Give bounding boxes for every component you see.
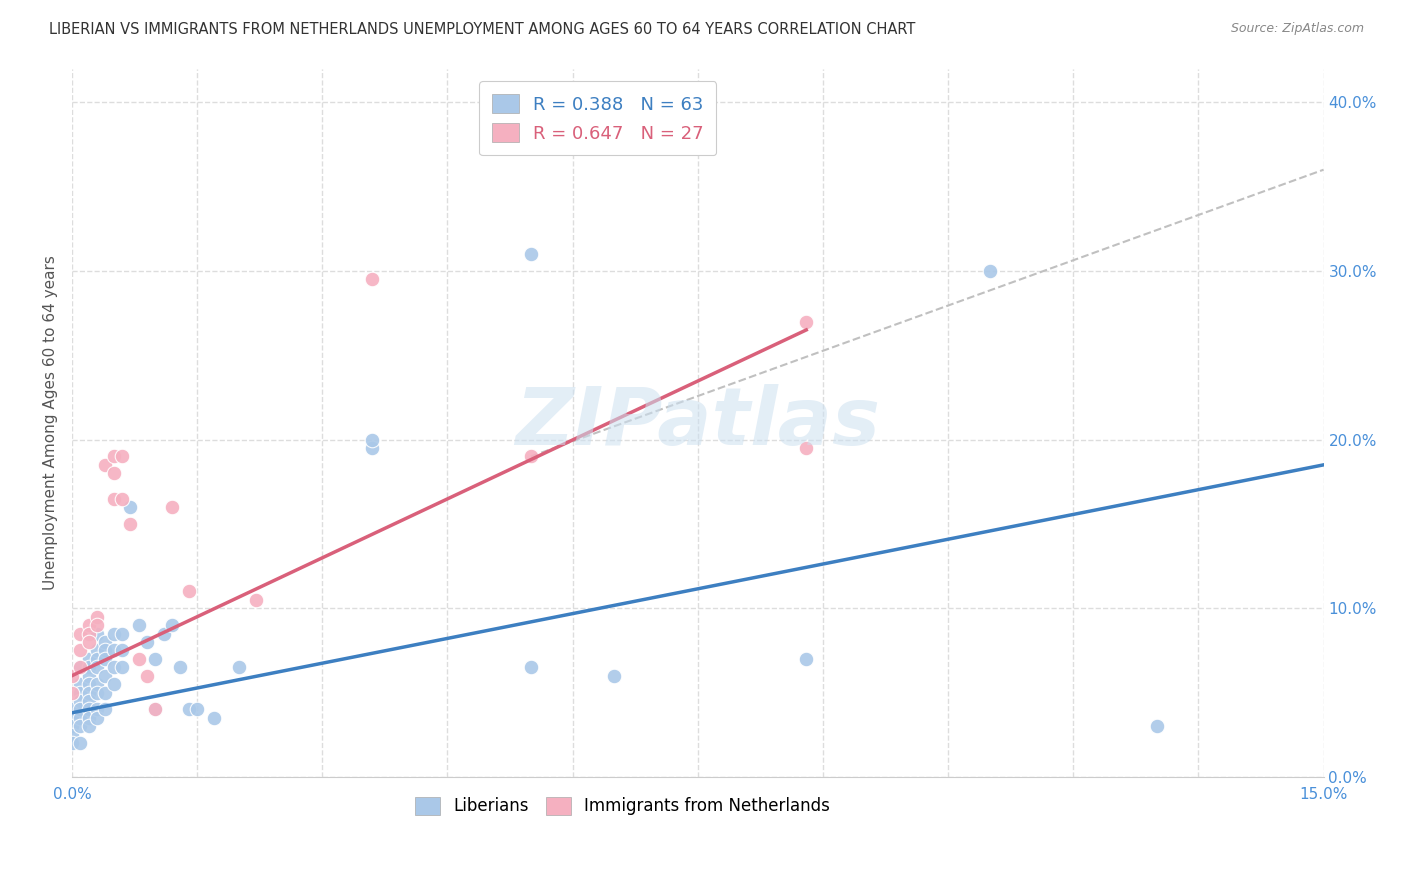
Point [103, 677, 125, 691]
Point [69, 736, 91, 750]
Point [361, 441, 384, 455]
Point [69, 719, 91, 733]
Point [794, 652, 817, 666]
Point [520, 660, 543, 674]
Point [77, 652, 100, 666]
Point [979, 264, 1001, 278]
Point [152, 626, 174, 640]
Point [111, 491, 134, 506]
Point [111, 450, 134, 464]
Point [245, 592, 267, 607]
Point [136, 668, 159, 682]
Point [160, 500, 183, 514]
Point [86, 685, 108, 699]
Point [77, 711, 100, 725]
Point [77, 660, 100, 674]
Point [77, 685, 100, 699]
Point [86, 618, 108, 632]
Text: LIBERIAN VS IMMIGRANTS FROM NETHERLANDS UNEMPLOYMENT AMONG AGES 60 TO 64 YEARS C: LIBERIAN VS IMMIGRANTS FROM NETHERLANDS … [49, 22, 915, 37]
Point [60, 668, 83, 682]
Point [94, 458, 117, 472]
Point [1146, 719, 1168, 733]
Point [228, 660, 250, 674]
Point [77, 626, 100, 640]
Legend: Liberians, Immigrants from Netherlands: Liberians, Immigrants from Netherlands [405, 787, 839, 825]
Point [794, 314, 817, 328]
Text: Source: ZipAtlas.com: Source: ZipAtlas.com [1230, 22, 1364, 36]
Point [103, 643, 125, 657]
Point [86, 626, 108, 640]
Point [145, 652, 167, 666]
Point [361, 433, 384, 447]
Point [77, 702, 100, 716]
Point [103, 467, 125, 481]
Point [145, 702, 167, 716]
Point [69, 660, 91, 674]
Y-axis label: Unemployment Among Ages 60 to 64 years: Unemployment Among Ages 60 to 64 years [44, 255, 58, 591]
Point [160, 618, 183, 632]
Point [111, 660, 134, 674]
Point [103, 626, 125, 640]
Point [60, 702, 83, 716]
Point [60, 719, 83, 733]
Point [94, 685, 117, 699]
Point [86, 609, 108, 624]
Point [136, 635, 159, 649]
Point [77, 668, 100, 682]
Point [94, 643, 117, 657]
Point [86, 702, 108, 716]
Point [128, 618, 150, 632]
Point [794, 441, 817, 455]
Point [60, 711, 83, 725]
Point [94, 652, 117, 666]
Point [86, 652, 108, 666]
Point [520, 247, 543, 261]
Point [120, 500, 142, 514]
Point [86, 711, 108, 725]
Point [60, 736, 83, 750]
Point [177, 584, 200, 599]
Point [69, 694, 91, 708]
Point [69, 711, 91, 725]
Point [86, 660, 108, 674]
Point [520, 450, 543, 464]
Point [69, 677, 91, 691]
Point [103, 450, 125, 464]
Point [77, 635, 100, 649]
Point [77, 694, 100, 708]
Point [186, 702, 208, 716]
Point [120, 516, 142, 531]
Point [111, 643, 134, 657]
Point [69, 702, 91, 716]
Point [77, 719, 100, 733]
Point [603, 668, 626, 682]
Point [60, 728, 83, 742]
Point [86, 643, 108, 657]
Point [177, 702, 200, 716]
Point [103, 491, 125, 506]
Text: ZIPatlas: ZIPatlas [515, 384, 880, 462]
Point [111, 626, 134, 640]
Point [69, 643, 91, 657]
Point [145, 702, 167, 716]
Point [77, 677, 100, 691]
Point [361, 272, 384, 286]
Point [128, 652, 150, 666]
Point [77, 618, 100, 632]
Point [103, 660, 125, 674]
Point [94, 668, 117, 682]
Point [86, 677, 108, 691]
Point [94, 702, 117, 716]
Point [169, 660, 191, 674]
Point [69, 685, 91, 699]
Point [202, 711, 225, 725]
Point [60, 685, 83, 699]
Point [94, 635, 117, 649]
Point [69, 626, 91, 640]
Point [69, 660, 91, 674]
